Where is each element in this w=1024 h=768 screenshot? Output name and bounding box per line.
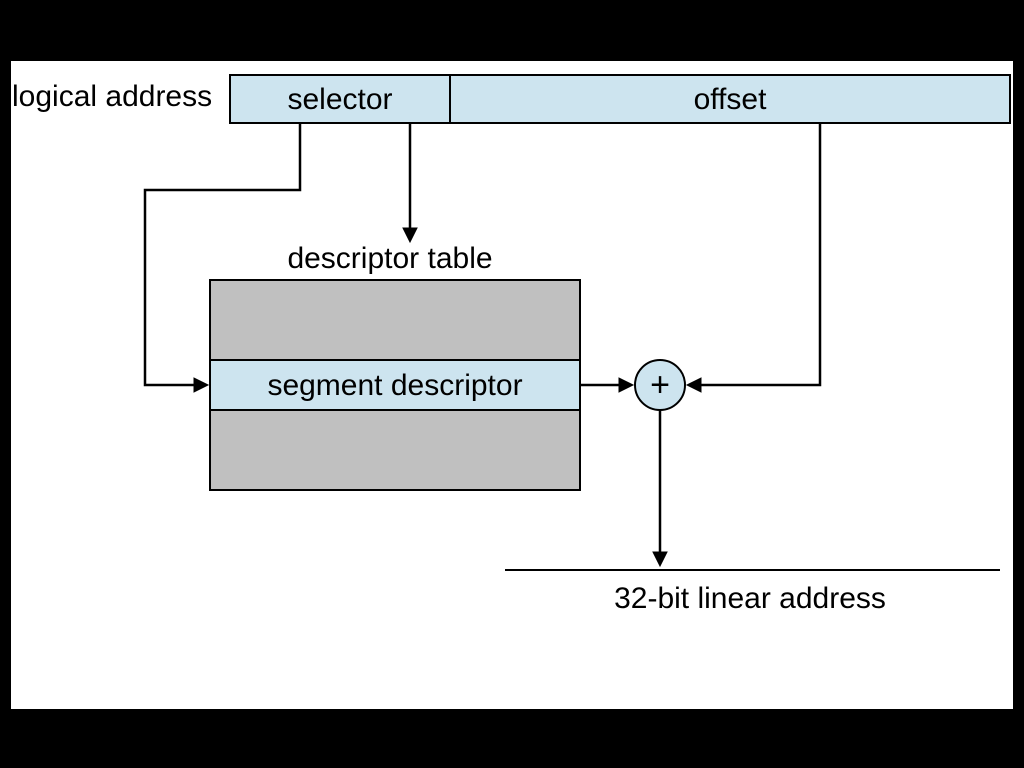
adder-plus-icon: +	[650, 366, 670, 404]
logical-address-label: logical address	[12, 80, 212, 113]
segment-descriptor-label: segment descriptor	[267, 369, 522, 402]
offset-label: offset	[694, 83, 767, 116]
descriptor-table-label: descriptor table	[287, 242, 492, 275]
selector-label: selector	[287, 83, 392, 116]
linear-address-label: 32-bit linear address	[614, 582, 886, 615]
